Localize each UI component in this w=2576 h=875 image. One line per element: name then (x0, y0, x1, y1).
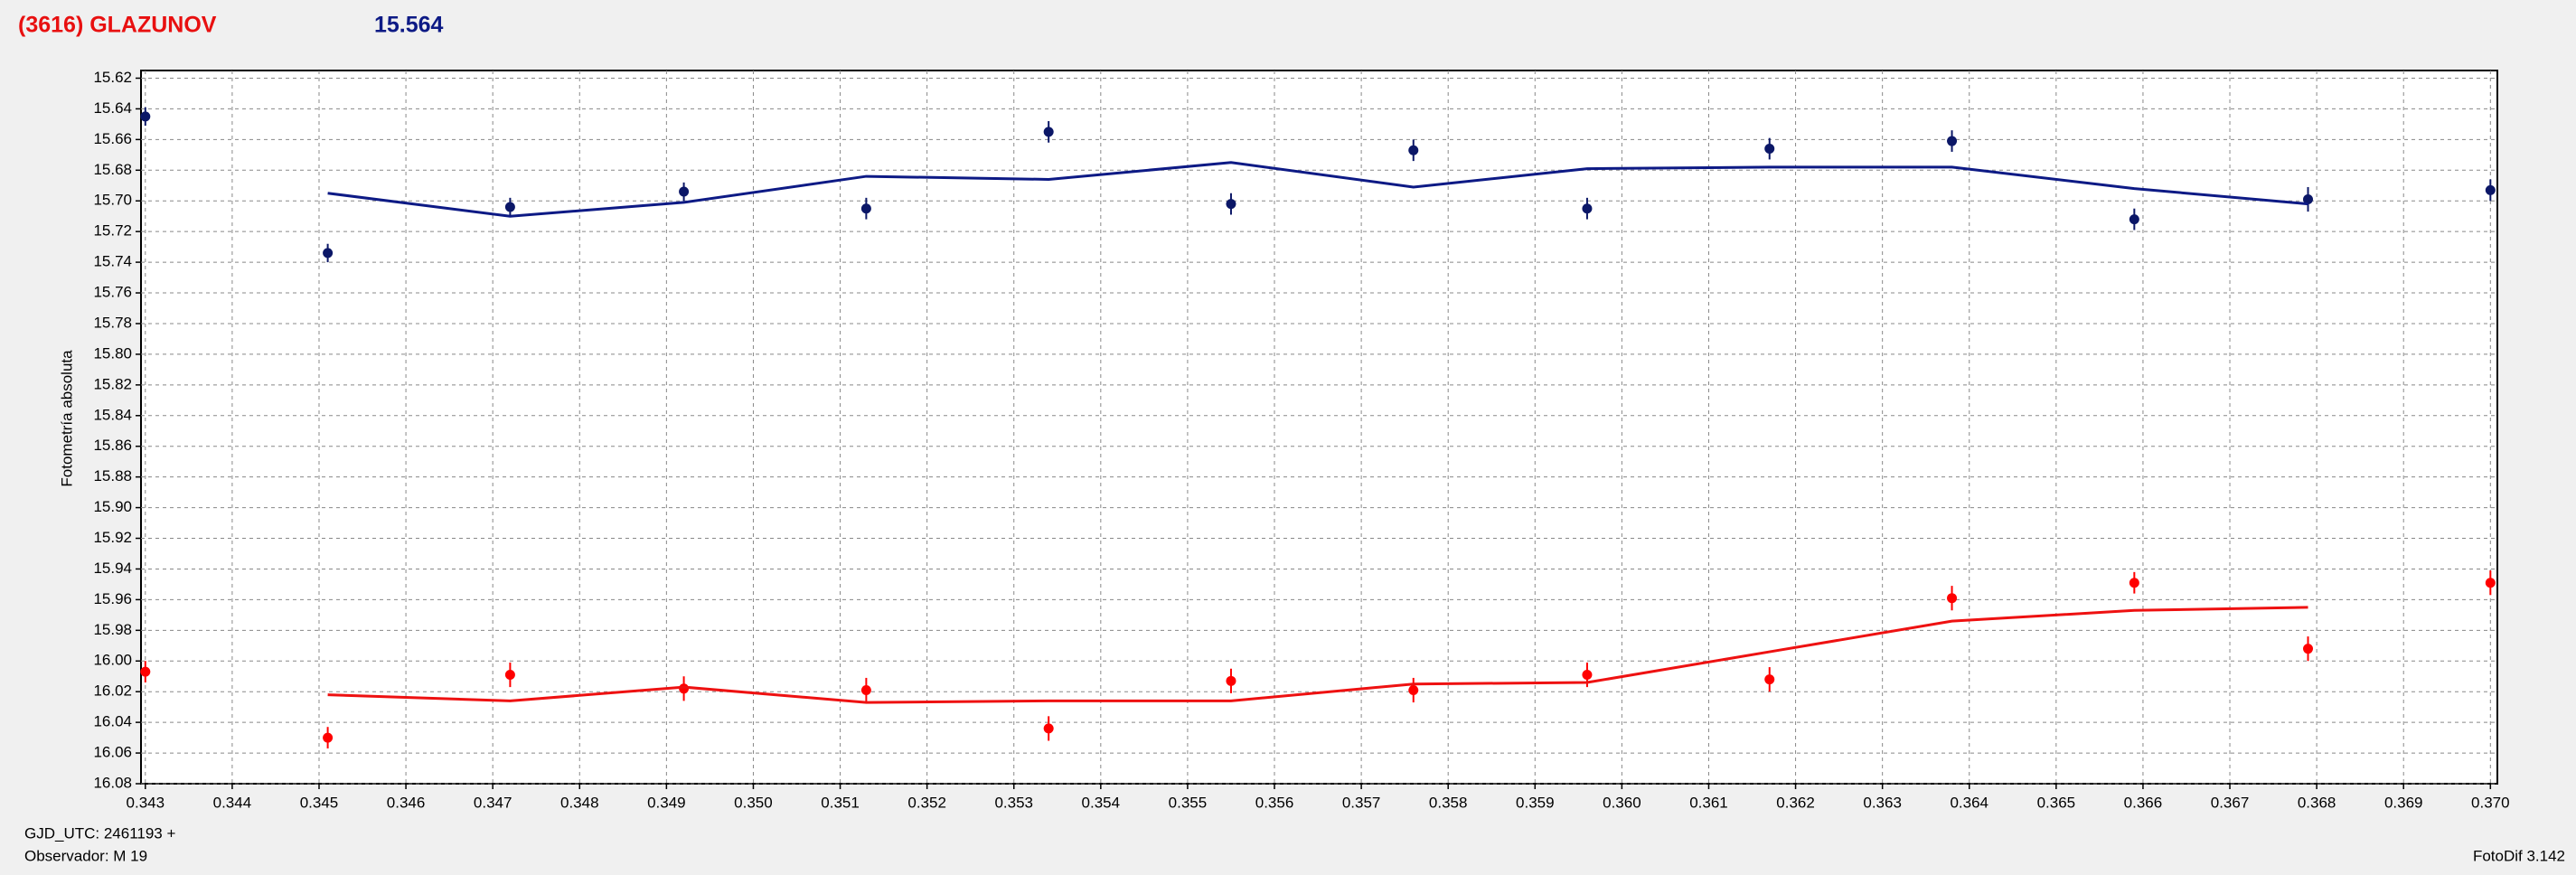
x-tick-label: 0.369 (2384, 794, 2423, 811)
y-tick-label: 15.82 (93, 375, 132, 392)
observer: Observador: M 19 (24, 847, 147, 864)
y-tick-label: 15.74 (93, 253, 132, 270)
point (1764, 674, 1775, 685)
x-tick-label: 0.368 (2298, 794, 2336, 811)
line (327, 606, 2308, 704)
x-tick-label: 0.355 (1169, 794, 1208, 811)
point (860, 684, 871, 695)
point (1408, 145, 1419, 155)
x-tick-label: 0.357 (1342, 794, 1381, 811)
point (1226, 675, 1236, 686)
x-tick-label: 0.348 (560, 794, 599, 811)
x-tick-label: 0.346 (387, 794, 426, 811)
y-tick-label: 15.90 (93, 498, 132, 515)
point (860, 203, 871, 214)
y-tick-label: 15.86 (93, 437, 132, 454)
x-axis-label: GJD_UTC: 2461193 + (24, 824, 175, 842)
x-tick-label: 0.344 (213, 794, 252, 811)
y-tick-label: 16.00 (93, 652, 132, 669)
point (1408, 684, 1419, 695)
point (140, 111, 151, 122)
y-tick-label: 15.78 (93, 314, 132, 331)
y-tick-label: 15.94 (93, 560, 132, 577)
y-tick-label: 15.96 (93, 590, 132, 607)
x-tick-label: 0.345 (300, 794, 339, 811)
point (323, 732, 334, 743)
point (140, 666, 151, 677)
point (2303, 194, 2314, 205)
x-tick-label: 0.366 (2124, 794, 2163, 811)
y-axis-label: Fotometría absoluta (58, 350, 75, 487)
point (679, 186, 690, 197)
point (1226, 199, 1236, 210)
y-tick-label: 15.76 (93, 284, 132, 301)
x-tick-label: 0.343 (127, 794, 165, 811)
x-tick-label: 0.361 (1689, 794, 1728, 811)
y-tick-label: 16.02 (93, 682, 132, 700)
y-tick-label: 15.68 (93, 161, 132, 178)
point (1043, 723, 1054, 734)
chart-subtitle: 15.564 (374, 13, 444, 38)
x-tick-label: 0.347 (474, 794, 512, 811)
x-tick-label: 0.350 (734, 794, 773, 811)
x-tick-label: 0.360 (1603, 794, 1641, 811)
x-tick-label: 0.353 (994, 794, 1033, 811)
point (2129, 578, 2139, 588)
x-tick-label: 0.352 (907, 794, 946, 811)
y-tick-label: 15.72 (93, 222, 132, 240)
x-tick-label: 0.364 (1950, 794, 1988, 811)
point (504, 670, 515, 681)
y-tick-label: 16.06 (93, 744, 132, 761)
y-tick-label: 15.64 (93, 99, 132, 117)
x-tick-label: 0.359 (1516, 794, 1555, 811)
point (1582, 203, 1593, 214)
y-tick-label: 15.62 (93, 69, 132, 86)
software: FotoDif 3.142 (2473, 847, 2565, 864)
plot-area (140, 70, 2498, 785)
x-tick-label: 0.351 (821, 794, 860, 811)
point (2129, 214, 2139, 225)
x-tick-label: 0.356 (1255, 794, 1294, 811)
y-tick-label: 15.80 (93, 344, 132, 362)
point (1764, 144, 1775, 155)
y-tick-label: 15.98 (93, 621, 132, 638)
point (2485, 578, 2496, 588)
point (323, 248, 334, 259)
y-tick-label: 15.84 (93, 406, 132, 423)
x-tick-label: 0.358 (1429, 794, 1468, 811)
point (1947, 593, 1958, 604)
point (504, 202, 515, 212)
x-tick-label: 0.365 (2037, 794, 2076, 811)
x-tick-label: 0.362 (1776, 794, 1815, 811)
point (1582, 670, 1593, 681)
point (2303, 644, 2314, 654)
x-tick-label: 0.367 (2211, 794, 2250, 811)
y-tick-label: 16.04 (93, 713, 132, 730)
point (2485, 184, 2496, 195)
y-tick-label: 16.08 (93, 774, 132, 791)
x-tick-label: 0.363 (1863, 794, 1902, 811)
x-tick-label: 0.370 (2471, 794, 2510, 811)
point (1947, 136, 1958, 146)
chart-title: (3616) GLAZUNOV (18, 13, 217, 38)
y-tick-label: 15.88 (93, 467, 132, 485)
y-tick-label: 15.70 (93, 192, 132, 209)
y-tick-label: 15.66 (93, 130, 132, 147)
line (327, 161, 2308, 218)
x-tick-label: 0.354 (1082, 794, 1121, 811)
point (1043, 127, 1054, 137)
x-tick-label: 0.349 (647, 794, 686, 811)
y-tick-label: 15.92 (93, 529, 132, 546)
